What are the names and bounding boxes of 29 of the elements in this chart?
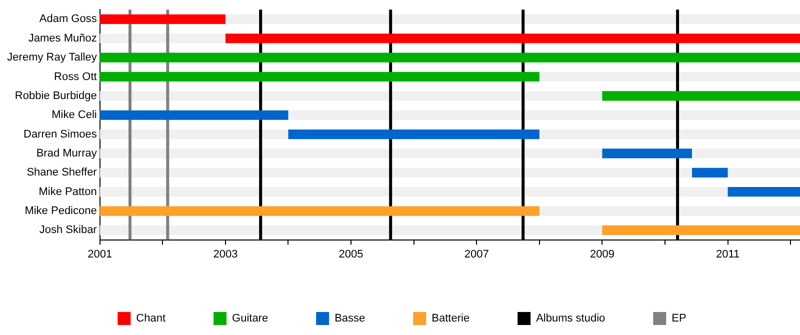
bar <box>100 14 226 24</box>
y-tick-label: Mike Patton <box>38 186 97 198</box>
x-tick-label: 2005 <box>338 248 364 260</box>
bar <box>100 110 288 120</box>
y-tick-label: Mike Celi <box>52 109 97 122</box>
y-tick-label: James Muñoz <box>28 32 97 44</box>
legend-label: Chant <box>136 312 166 325</box>
x-tick-label: 2009 <box>590 248 614 260</box>
legend-label: EP <box>672 312 686 325</box>
y-tick-label: Josh Skibar <box>39 224 98 236</box>
y-tick-label: Robbie Burbidge <box>14 90 97 102</box>
legend-label: Basse <box>334 312 366 325</box>
legend-label: Guitare <box>232 312 268 325</box>
y-tick-label: Jeremy Ray Talley <box>7 52 98 64</box>
x-tick-label: 2001 <box>88 248 112 260</box>
bar <box>692 168 728 178</box>
y-tick-label: Adam Goss <box>39 13 98 26</box>
y-tick-label: Darren Simoes <box>24 128 98 140</box>
legend-label: Albums studio <box>536 312 606 325</box>
legend-label: Batterie <box>432 312 470 325</box>
x-tick-label: 2007 <box>464 248 489 260</box>
bar <box>728 187 800 197</box>
y-tick-label: Mike Pedicone <box>24 205 97 218</box>
x-tick-label: 2011 <box>716 248 740 260</box>
x-tick-label: 2003 <box>213 248 238 260</box>
y-tick-label: Ross Ott <box>54 70 97 83</box>
y-tick-label: Brad Murray <box>36 148 98 160</box>
bar <box>602 148 692 158</box>
y-tick-label: Shane Sheffer <box>26 166 98 179</box>
